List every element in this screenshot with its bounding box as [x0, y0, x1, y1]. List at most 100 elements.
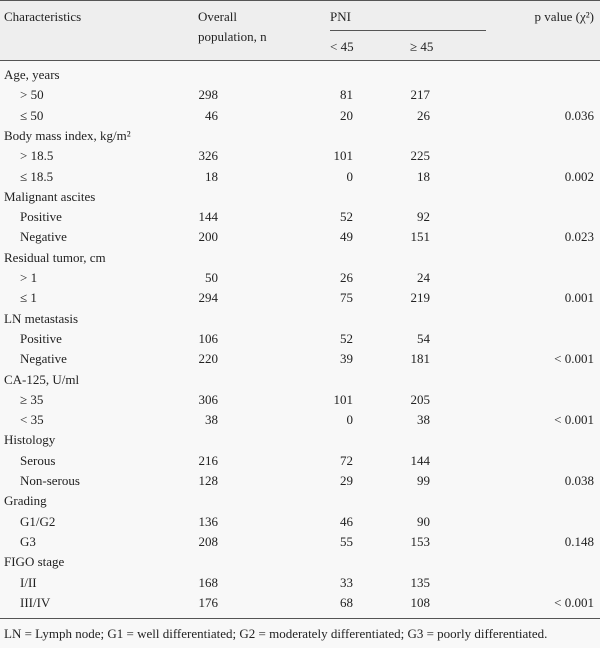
- p-value-cell: 0.001: [564, 290, 594, 306]
- high-pni-cell: 219: [410, 290, 431, 306]
- row-label: G3: [20, 533, 36, 549]
- header-band: [0, 0, 600, 60]
- p-value-cell: < 0.001: [554, 594, 594, 610]
- header-cell: p value (χ²): [534, 9, 594, 24]
- group-label: CA-125, U/ml: [4, 371, 80, 387]
- p-value-cell: 0.036: [564, 107, 594, 123]
- group-label: Grading: [4, 493, 47, 509]
- overall-cell: 128: [198, 473, 219, 488]
- header-cell: Characteristics: [4, 9, 82, 24]
- rule: [0, 618, 600, 619]
- low-pni-cell: 101: [333, 391, 354, 407]
- overall-cell: 216: [198, 452, 219, 468]
- row-label: G1/G2: [20, 513, 56, 529]
- header-cell: Overall: [198, 9, 237, 24]
- low-pni-cell: 39: [340, 351, 353, 367]
- header-cell: population, n: [198, 29, 267, 44]
- group-label: Age, years: [4, 67, 60, 82]
- overall-cell: 294: [198, 290, 219, 306]
- rule: [0, 0, 600, 1]
- row-label: I/II: [20, 574, 37, 590]
- overall-cell: 136: [198, 513, 219, 529]
- p-value-cell: 0.023: [564, 229, 594, 245]
- p-value-cell: 0.002: [564, 168, 594, 184]
- low-pni-cell: 75: [340, 290, 353, 306]
- low-pni-cell: 72: [340, 452, 353, 468]
- low-pni-cell: 0: [346, 168, 354, 184]
- row-label: > 18.5: [20, 148, 54, 164]
- footnote: LN = Lymph node; G1 = well differentiate…: [4, 626, 548, 641]
- high-pni-cell: 108: [410, 594, 431, 610]
- p-value-cell: < 0.001: [554, 412, 594, 428]
- row-label: Serous: [20, 452, 56, 468]
- low-pni-cell: 52: [340, 330, 353, 346]
- high-pni-cell: 181: [410, 351, 431, 367]
- high-pni-cell: 225: [410, 148, 431, 164]
- high-pni-cell: 144: [410, 452, 431, 468]
- high-pni-cell: 99: [417, 473, 430, 488]
- high-pni-cell: 92: [417, 209, 430, 225]
- row-label: > 1: [20, 270, 38, 285]
- overall-cell: 38: [205, 412, 218, 428]
- overall-cell: 46: [205, 107, 218, 123]
- low-pni-cell: 33: [340, 574, 353, 590]
- low-pni-cell: 68: [340, 594, 353, 610]
- high-pni-cell: 135: [410, 574, 431, 590]
- high-pni-cell: 24: [417, 270, 430, 285]
- p-value-cell: 0.038: [564, 473, 594, 488]
- row-label: > 50: [20, 87, 44, 103]
- overall-cell: 106: [198, 330, 219, 346]
- low-pni-cell: 26: [340, 270, 353, 285]
- row-label: Positive: [20, 209, 62, 225]
- high-pni-cell: 90: [417, 513, 430, 529]
- rule: [0, 60, 600, 61]
- row-label: Positive: [20, 330, 62, 346]
- row-label: III/IV: [20, 594, 51, 610]
- low-pni-cell: 81: [340, 87, 353, 103]
- low-pni-cell: 20: [340, 107, 353, 123]
- row-label: Negative: [20, 229, 67, 245]
- group-label: Malignant ascites: [4, 188, 96, 204]
- p-value-cell: 0.148: [564, 533, 594, 549]
- group-label: LN metastasis: [4, 310, 79, 326]
- header-cell: < 45: [330, 39, 354, 54]
- low-pni-cell: 101: [333, 148, 354, 164]
- high-pni-cell: 151: [410, 229, 431, 245]
- row-label: ≤ 50: [20, 107, 44, 123]
- overall-cell: 176: [198, 594, 219, 610]
- group-label: FIGO stage: [4, 554, 65, 570]
- group-label: Residual tumor, cm: [4, 249, 106, 265]
- overall-cell: 200: [198, 229, 219, 245]
- overall-cell: 168: [198, 574, 219, 590]
- row-label: ≤ 18.5: [20, 168, 54, 184]
- low-pni-cell: 0: [346, 412, 354, 428]
- low-pni-cell: 29: [340, 473, 353, 488]
- high-pni-cell: 205: [410, 391, 431, 407]
- group-label: Body mass index, kg/m²: [4, 127, 131, 143]
- low-pni-cell: 52: [340, 209, 353, 225]
- high-pni-cell: 153: [410, 533, 431, 549]
- rule: [330, 30, 486, 31]
- low-pni-cell: 46: [340, 513, 353, 529]
- overall-cell: 298: [198, 87, 219, 103]
- overall-cell: 50: [205, 270, 218, 285]
- row-label: ≤ 1: [20, 290, 37, 306]
- header-cell: ≥ 45: [410, 39, 434, 54]
- high-pni-cell: 18: [417, 168, 430, 184]
- p-value-cell: < 0.001: [554, 351, 594, 367]
- row-label: Non-serous: [20, 473, 80, 488]
- high-pni-cell: 217: [410, 87, 431, 103]
- row-label: ≥ 35: [20, 391, 44, 407]
- row-label: < 35: [20, 412, 44, 428]
- group-label: Histology: [4, 432, 56, 448]
- overall-cell: 208: [198, 533, 219, 549]
- low-pni-cell: 55: [340, 533, 353, 549]
- high-pni-cell: 54: [417, 330, 430, 346]
- overall-cell: 306: [198, 391, 219, 407]
- row-label: Negative: [20, 351, 67, 367]
- overall-cell: 326: [198, 148, 219, 164]
- overall-cell: 220: [198, 351, 219, 367]
- low-pni-cell: 49: [340, 229, 353, 245]
- header-cell: PNI: [330, 9, 351, 24]
